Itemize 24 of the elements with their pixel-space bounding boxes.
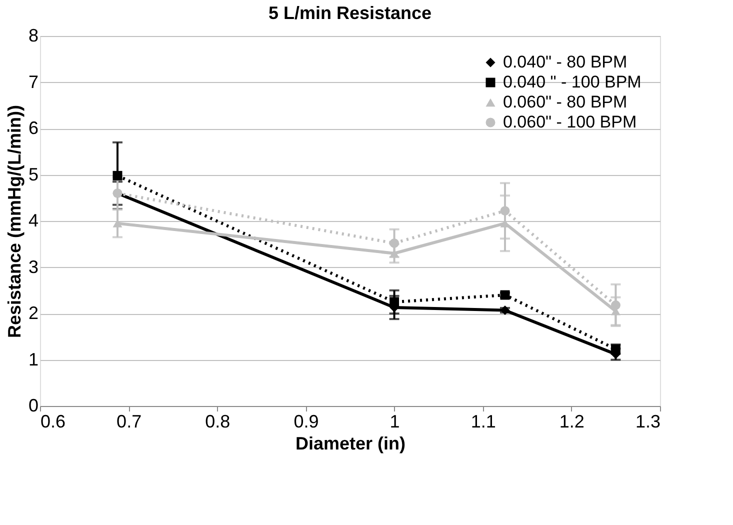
legend-label: 0.060" - 100 BPM: [503, 112, 637, 132]
x-tick-label: 1: [390, 412, 400, 432]
x-tick-label: 0.7: [116, 412, 142, 432]
y-tick-label: 1: [28, 349, 38, 370]
y-tick-label: 4: [28, 210, 38, 230]
y-tick-label: 5: [28, 164, 38, 184]
y-tick-label: 2: [28, 303, 38, 323]
y-tick-label: 7: [28, 72, 38, 92]
y-tick-label: 3: [28, 256, 38, 277]
y-tick-label: 0: [28, 396, 38, 416]
x-tick-label: 0.6: [40, 412, 66, 432]
y-axis-title: Resistance (mmHg/(L/min)): [4, 104, 24, 338]
legend-label: 0.060" - 80 BPM: [503, 92, 628, 112]
chart-title: 5 L/min Resistance: [268, 3, 432, 23]
x-axis-title: Diameter (in): [295, 434, 406, 454]
x-tick-label: 1.3: [635, 412, 660, 432]
x-tick-label: 0.9: [294, 412, 319, 432]
x-tick-label: 1.1: [470, 412, 496, 432]
y-tick-label: 8: [28, 26, 38, 46]
y-tick-label: 6: [28, 118, 38, 138]
x-tick-label: 0.8: [205, 412, 230, 432]
x-tick-label: 1.2: [559, 412, 584, 432]
legend-label: 0.040" - 80 BPM: [503, 52, 628, 72]
legend-label: 0.040 " - 100 BPM: [503, 72, 642, 92]
